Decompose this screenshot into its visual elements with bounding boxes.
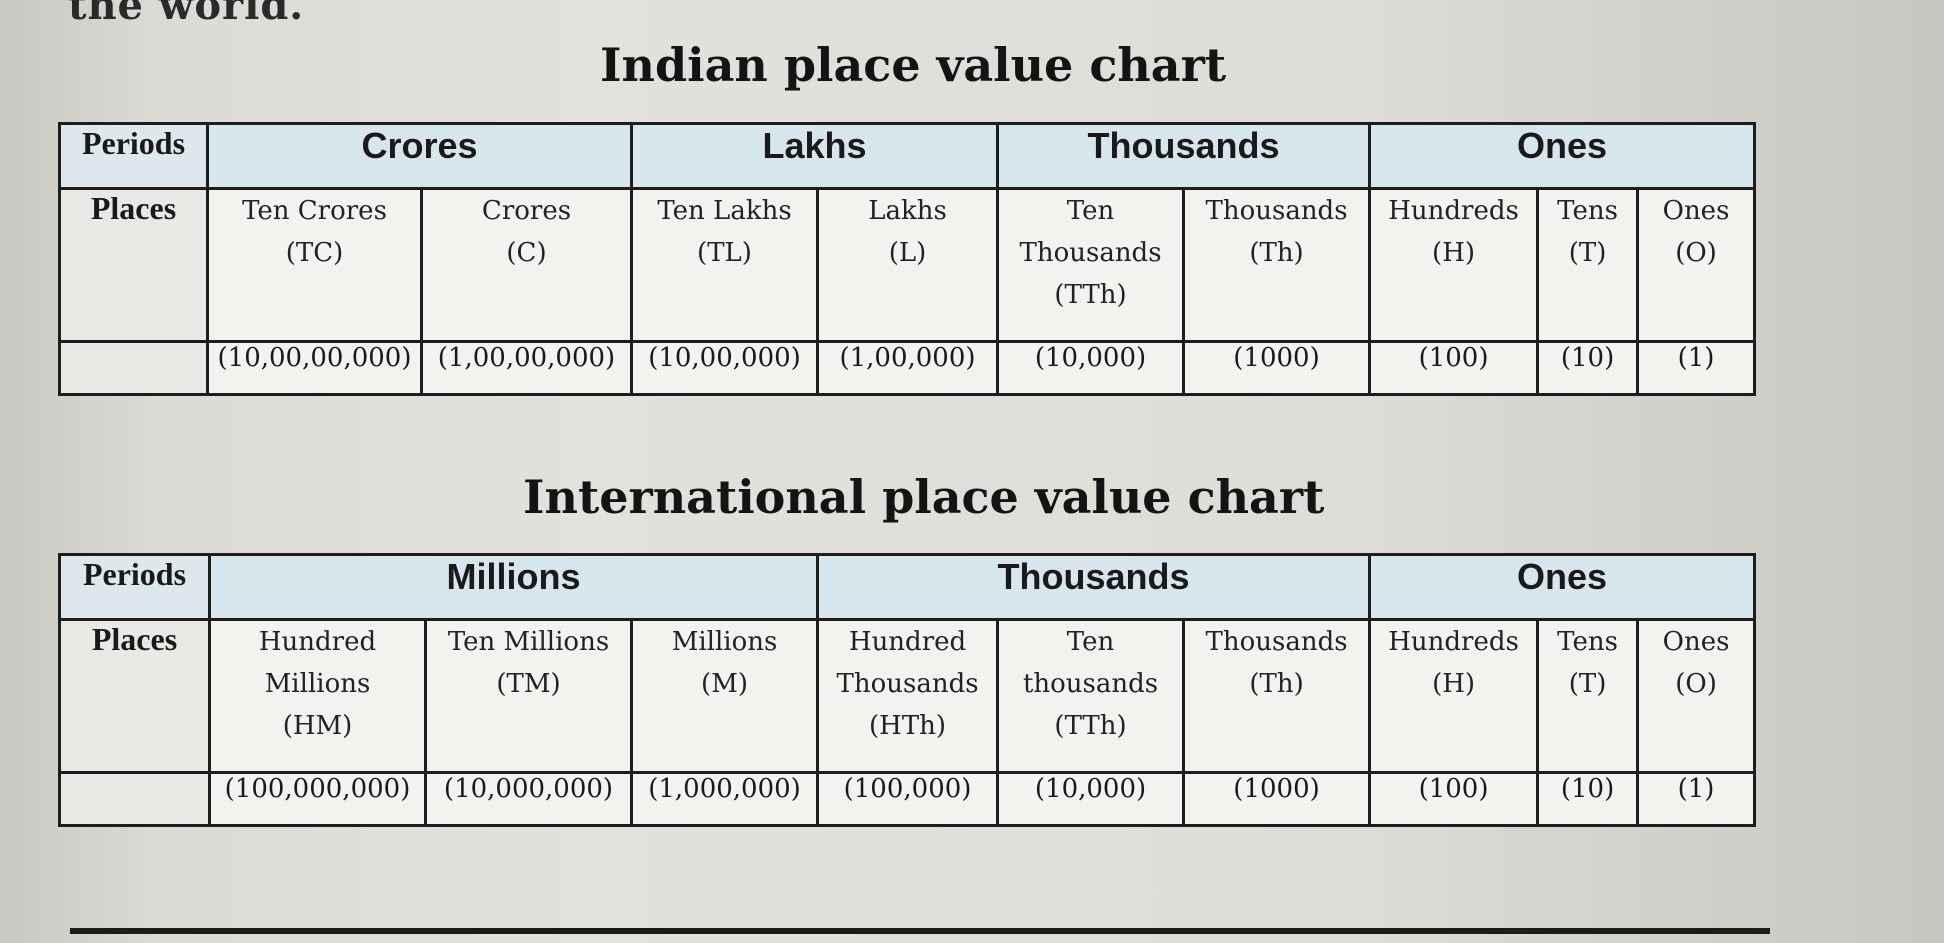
period-ones: Ones [1368,553,1757,621]
place-abbr: (TTh) [1054,280,1127,310]
place-thousands: Thousands (Th) [1182,187,1372,343]
place-ones: Ones (O) [1636,618,1757,774]
place-hundred-thousands: Hundred Thousands (HTh) [816,618,1000,774]
place-ten-crores: Ten Crores (TC) [206,187,423,343]
intl-places-row: Places Hundred Millions (HM) Ten Millions… [58,618,1757,774]
value-lakhs: (1,00,000) [815,340,1000,396]
place-name: Lakhs [868,196,947,226]
value-hundred-millions: (100,000,000) [208,771,427,827]
indian-periods-row: Periods Crores Lakhs Thousands Ones [58,122,1757,190]
place-name: Tens [1557,196,1618,226]
place-ten-thousands: Ten Thousands (TTh) [996,187,1186,343]
place-abbr: (T) [1568,669,1607,699]
place-abbr: (Th) [1249,238,1304,268]
indian-values-row: (10,00,00,000) (1,00,00,000) (10,00,000)… [58,340,1757,396]
values-label-empty [58,340,209,396]
value-ones: (1) [1636,771,1757,827]
place-abbr: (C) [506,238,547,268]
place-abbr: (HTh) [869,711,947,741]
indian-places-row: Places Ten Crores (TC) Crores (C) Ten Lakh… [58,187,1757,343]
place-abbr: (O) [1675,669,1717,699]
place-ones: Ones (O) [1636,187,1757,343]
value-tens: (10) [1536,340,1640,396]
place-name: Hundred Millions [258,627,377,699]
value-hundred-thousands: (100,000) [816,771,1000,827]
place-name: Thousands [1205,196,1348,226]
indian-chart-title: Indian place value chart [600,38,1227,92]
place-tens: Tens (T) [1536,187,1640,343]
period-ones: Ones [1368,122,1757,190]
value-ten-thousands: (10,000) [996,340,1186,396]
value-ones: (1) [1636,340,1757,396]
place-abbr: (T) [1568,238,1607,268]
place-abbr: (TTh) [1054,711,1127,741]
place-abbr: (M) [701,669,748,699]
value-hundreds: (100) [1368,340,1540,396]
place-abbr: (TM) [496,669,561,699]
international-chart-title: International place value chart [523,470,1325,524]
place-hundreds: Hundreds (H) [1368,618,1540,774]
periods-label: Periods [58,553,211,621]
international-place-value-table: Periods Millions Thousands Ones Places H… [58,553,1757,827]
place-name: Ones [1662,627,1730,657]
periods-label: Periods [58,122,209,190]
place-ten-thousands: Ten thousands (TTh) [996,618,1186,774]
value-ten-crores: (10,00,00,000) [206,340,423,396]
place-name: Ten Millions [447,627,610,657]
intl-periods-row: Periods Millions Thousands Ones [58,553,1757,621]
place-tens: Tens (T) [1536,618,1640,774]
value-millions: (1,000,000) [629,771,820,827]
place-name: Ten thousands [1022,627,1159,699]
place-abbr: (TC) [285,238,344,268]
period-thousands: Thousands [816,553,1372,621]
place-lakhs: Lakhs (L) [815,187,1000,343]
place-name: Hundreds [1388,196,1519,226]
period-millions: Millions [207,553,820,621]
bottom-divider [70,928,1770,934]
place-ten-millions: Ten Millions (TM) [424,618,633,774]
place-abbr: (H) [1432,669,1476,699]
value-ten-lakhs: (10,00,000) [630,340,819,396]
place-name: Hundreds [1388,627,1519,657]
value-hundreds: (100) [1368,771,1540,827]
value-ten-millions: (10,000,000) [424,771,633,827]
places-label: Places [58,187,209,343]
value-crores: (1,00,00,000) [420,340,633,396]
top-text-fragment: the world. [68,0,305,29]
place-millions: Millions (M) [629,618,820,774]
place-abbr: (HM) [282,711,353,741]
places-label: Places [58,618,211,774]
place-abbr: (O) [1675,238,1717,268]
intl-values-row: (100,000,000) (10,000,000) (1,000,000) (… [58,771,1757,827]
place-hundred-millions: Hundred Millions (HM) [208,618,427,774]
place-crores: Crores (C) [420,187,633,343]
place-name: Millions [671,627,778,657]
place-name: Tens [1557,627,1618,657]
place-name: Ten Crores [242,196,387,226]
place-name: Ones [1662,196,1730,226]
place-ten-lakhs: Ten Lakhs (TL) [630,187,819,343]
place-name: Crores [481,196,572,226]
period-lakhs: Lakhs [629,122,1000,190]
place-hundreds: Hundreds (H) [1368,187,1540,343]
value-tens: (10) [1536,771,1640,827]
indian-place-value-table: Periods Crores Lakhs Thousands Ones Plac… [58,122,1757,396]
place-name: Ten Thousands [1019,196,1162,268]
place-name: Ten Lakhs [657,196,792,226]
place-abbr: (L) [888,238,927,268]
place-name: Thousands [1205,627,1348,657]
place-abbr: (Th) [1249,669,1304,699]
place-abbr: (H) [1432,238,1476,268]
value-thousands: (1000) [1182,771,1372,827]
value-ten-thousands: (10,000) [996,771,1186,827]
place-name: Hundred Thousands [836,627,979,699]
period-thousands: Thousands [996,122,1372,190]
value-thousands: (1000) [1182,340,1372,396]
place-abbr: (TL) [697,238,752,268]
place-thousands: Thousands (Th) [1182,618,1372,774]
values-label-empty [58,771,211,827]
period-crores: Crores [206,122,633,190]
